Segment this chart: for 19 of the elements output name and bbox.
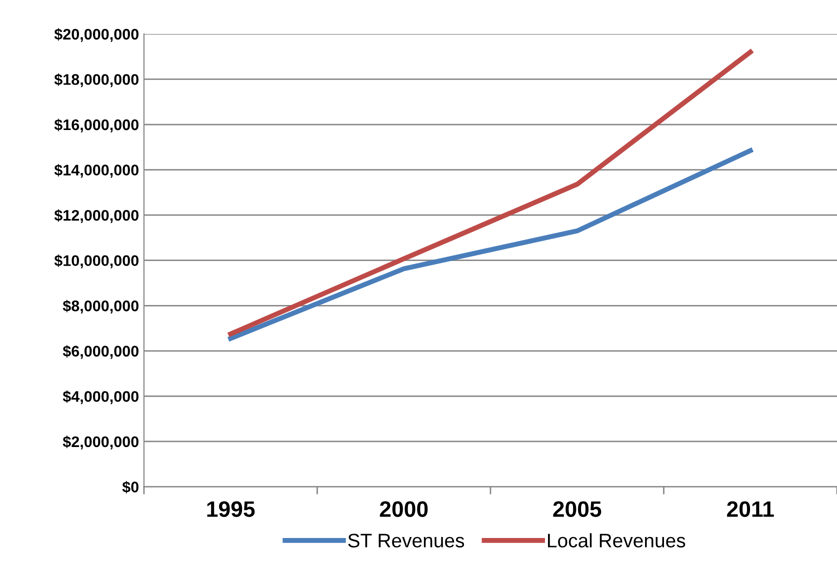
- y-tick-label: $4,000,000: [62, 390, 138, 404]
- y-tick-label: $12,000,000: [54, 209, 138, 223]
- x-tick-label: 1995: [207, 501, 255, 517]
- y-tick-label: $10,000,000: [54, 254, 138, 268]
- line-series: [228, 50, 753, 336]
- x-tick-label: 2011: [727, 501, 774, 517]
- y-tick-label: $20,000,000: [54, 28, 138, 42]
- x-tick-label: 2000: [380, 501, 428, 517]
- y-tick-label: $16,000,000: [54, 118, 138, 132]
- y-tick-label: $8,000,000: [62, 300, 138, 314]
- y-tick-label: $2,000,000: [62, 436, 138, 450]
- x-tick-label: 2005: [553, 501, 602, 517]
- line-series: [228, 148, 753, 341]
- y-tick-label: $0: [122, 480, 138, 494]
- legend-label: Local Revenues: [548, 533, 686, 548]
- y-tick-label: $14,000,000: [54, 164, 138, 178]
- y-tick-label: $18,000,000: [54, 73, 138, 88]
- y-tick-label: $6,000,000: [62, 345, 138, 359]
- legend-label: ST Revenues: [348, 534, 464, 548]
